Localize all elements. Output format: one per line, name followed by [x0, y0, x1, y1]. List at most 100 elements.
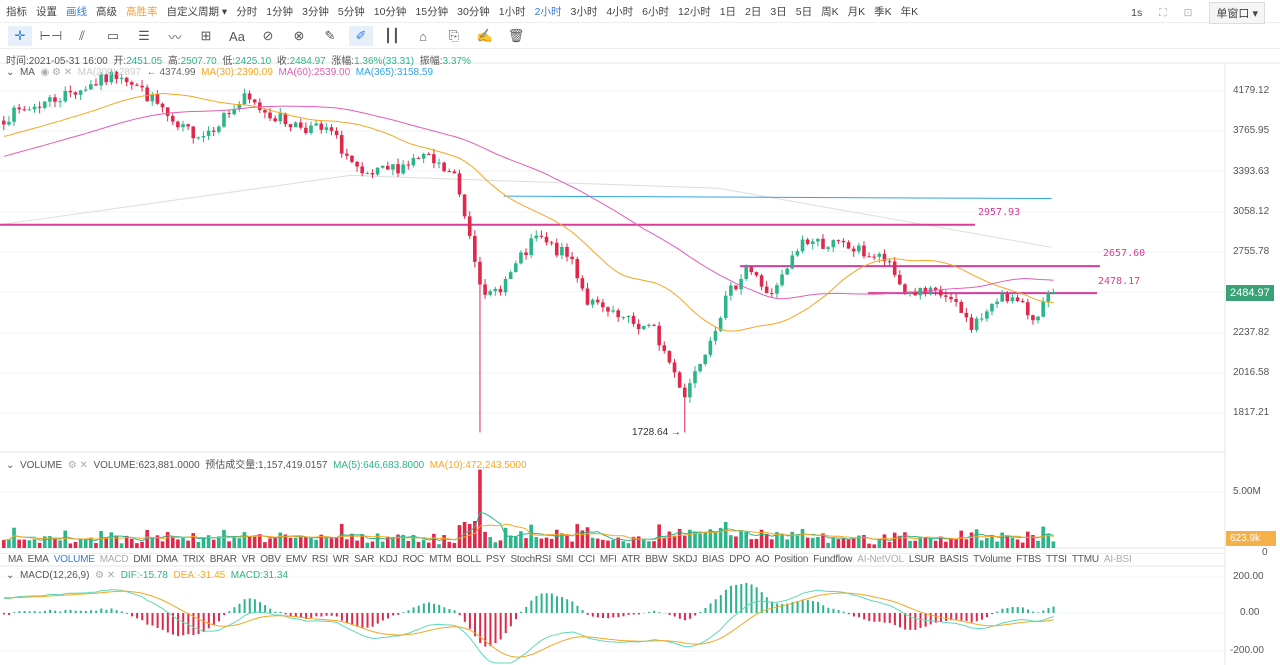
settings-button[interactable]: 设置 [36, 5, 57, 18]
indicator-tab-cci[interactable]: CCI [578, 554, 595, 565]
period-3分钟[interactable]: 3分钟 [302, 5, 329, 18]
close-icon[interactable]: ✕ [63, 67, 73, 78]
candle-body [770, 293, 774, 295]
period-1分钟[interactable]: 1分钟 [266, 5, 294, 18]
indicator-tab-macd[interactable]: MACD [99, 554, 129, 565]
window-mode-dropdown[interactable]: 单窗口 ▾ [1209, 2, 1265, 24]
indicator-tab-ma[interactable]: MA [8, 554, 23, 565]
indicator-tab-ttmu[interactable]: TTMU [1071, 554, 1099, 565]
bookmark-icon[interactable]: ⎘ [448, 28, 460, 43]
indicator-tab-ftbs[interactable]: FTBS [1016, 554, 1042, 565]
pen-icon[interactable]: ✐ [349, 26, 373, 46]
trend-line-icon[interactable]: ⫽ [79, 28, 85, 43]
edit-icon[interactable]: ✍ [476, 28, 494, 43]
wave-icon[interactable]: 〰 [168, 29, 182, 45]
indicator-tab-ai-bsi[interactable]: AI-BSI [1103, 554, 1132, 565]
lock-icon[interactable]: ⌂ [419, 28, 427, 44]
close-icon[interactable]: ✕ [106, 570, 116, 581]
rectangle-icon[interactable]: ▭ [106, 28, 120, 43]
indicator-tab-psy[interactable]: PSY [486, 554, 506, 565]
indicator-tab-volume[interactable]: VOLUME [53, 554, 95, 565]
indicator-tab-atr[interactable]: ATR [621, 554, 641, 565]
indicator-tab-rsi[interactable]: RSI [311, 554, 328, 565]
indicators-button[interactable]: 指标 [6, 5, 27, 18]
custom-period-dropdown[interactable]: 自定义周期 ▾ [166, 5, 228, 18]
period-1日[interactable]: 1日 [719, 5, 737, 18]
collapse-icon[interactable]: ⌄ [6, 570, 15, 581]
candle-body [478, 261, 482, 285]
indicator-tab-bbw[interactable]: BBW [645, 554, 668, 565]
indicator-tab-ai-netvol[interactable]: AI-NetVOL [857, 554, 904, 565]
period-周K[interactable]: 周K [821, 5, 839, 18]
collapse-icon[interactable]: ⌄ [6, 460, 15, 471]
period-3小时[interactable]: 3小时 [570, 5, 598, 18]
indicator-tab-lsur[interactable]: LSUR [908, 554, 935, 565]
draw-button[interactable]: 画线 [66, 5, 87, 18]
period-分时[interactable]: 分时 [236, 5, 258, 18]
crosshair-icon[interactable]: ✛ [8, 26, 32, 46]
period-2日[interactable]: 2日 [745, 5, 762, 18]
indicator-tab-bias[interactable]: BIAS [702, 554, 725, 565]
bars-icon[interactable]: ┃┃ [384, 28, 400, 43]
eye-icon[interactable]: ◉ [40, 67, 50, 78]
measure-icon[interactable]: ⊞ [200, 28, 212, 43]
indicator-tab-mfi[interactable]: MFI [599, 554, 617, 565]
indicator-tab-brar[interactable]: BRAR [209, 554, 237, 565]
screenshot-icon[interactable]: ⊡ [1183, 7, 1193, 19]
refresh-interval[interactable]: 1s [1131, 7, 1143, 19]
indicator-tab-kdj[interactable]: KDJ [379, 554, 398, 565]
period-4小时[interactable]: 4小时 [606, 5, 634, 18]
indicator-tab-ema[interactable]: EMA [27, 554, 49, 565]
indicator-tab-basis[interactable]: BASIS [939, 554, 969, 565]
indicator-tab-skdj[interactable]: SKDJ [672, 554, 698, 565]
indicator-tab-emv[interactable]: EMV [285, 554, 307, 565]
close-icon[interactable]: ✕ [79, 460, 88, 471]
indicator-tab-smi[interactable]: SMI [556, 554, 574, 565]
gear-icon[interactable]: ⚙ [94, 570, 104, 581]
ruler-icon[interactable]: ✎ [324, 28, 336, 43]
period-1小时[interactable]: 1小时 [498, 5, 526, 18]
indicator-tab-vr[interactable]: VR [241, 554, 256, 565]
parallel-lines-icon[interactable]: ☰ [138, 28, 150, 43]
indicator-tab-fundflow[interactable]: Fundflow [813, 554, 853, 565]
winrate-button[interactable]: 高胜率 [126, 5, 158, 18]
indicator-tab-ao[interactable]: AO [755, 554, 770, 565]
indicator-tab-dpo[interactable]: DPO [729, 554, 751, 565]
indicator-tab-tvolume[interactable]: TVolume [973, 554, 1012, 565]
fullscreen-icon[interactable]: ⛶ [1159, 6, 1167, 19]
period-季K[interactable]: 季K [874, 5, 892, 18]
indicator-tab-trix[interactable]: TRIX [182, 554, 205, 565]
period-年K[interactable]: 年K [900, 5, 919, 18]
period-15分钟[interactable]: 15分钟 [415, 5, 449, 18]
period-30分钟[interactable]: 30分钟 [457, 5, 490, 18]
indicator-tab-wr[interactable]: WR [332, 554, 350, 565]
indicator-tab-stochrsi[interactable]: StochRSI [510, 554, 552, 565]
link-icon[interactable]: ⊗ [293, 28, 305, 43]
collapse-icon[interactable]: ⌄ [6, 67, 15, 78]
horizontal-line-icon[interactable]: ⊢⊣ [39, 28, 63, 43]
gear-icon[interactable]: ⚙ [52, 67, 61, 78]
period-3日[interactable]: 3日 [770, 5, 787, 18]
gear-icon[interactable]: ⚙ [67, 460, 77, 471]
indicator-tab-boll[interactable]: BOLL [456, 554, 482, 565]
text-icon[interactable]: Aa [229, 28, 245, 44]
indicator-tab-dma[interactable]: DMA [156, 554, 178, 565]
period-2小时[interactable]: 2小时 [534, 5, 562, 18]
indicator-tab-ttsi[interactable]: TTSI [1046, 554, 1067, 565]
indicator-tab-sar[interactable]: SAR [354, 554, 375, 565]
magnet-icon[interactable]: ⊘ [262, 28, 274, 43]
indicator-tab-dmi[interactable]: DMI [133, 554, 152, 565]
advanced-button[interactable]: 高级 [96, 5, 117, 18]
indicator-tab-obv[interactable]: OBV [260, 554, 281, 565]
period-月K[interactable]: 月K [847, 5, 866, 18]
period-5日[interactable]: 5日 [795, 5, 813, 18]
period-6小时[interactable]: 6小时 [642, 5, 670, 18]
indicator-tab-position[interactable]: Position [774, 554, 809, 565]
indicator-tab-mtm[interactable]: MTM [429, 554, 452, 565]
period-5分钟[interactable]: 5分钟 [337, 5, 365, 18]
period-10分钟[interactable]: 10分钟 [373, 5, 407, 18]
indicator-tab-roc[interactable]: ROC [402, 554, 425, 565]
trash-icon[interactable]: 🗑 [507, 28, 525, 43]
period-12小时[interactable]: 12小时 [678, 5, 711, 18]
